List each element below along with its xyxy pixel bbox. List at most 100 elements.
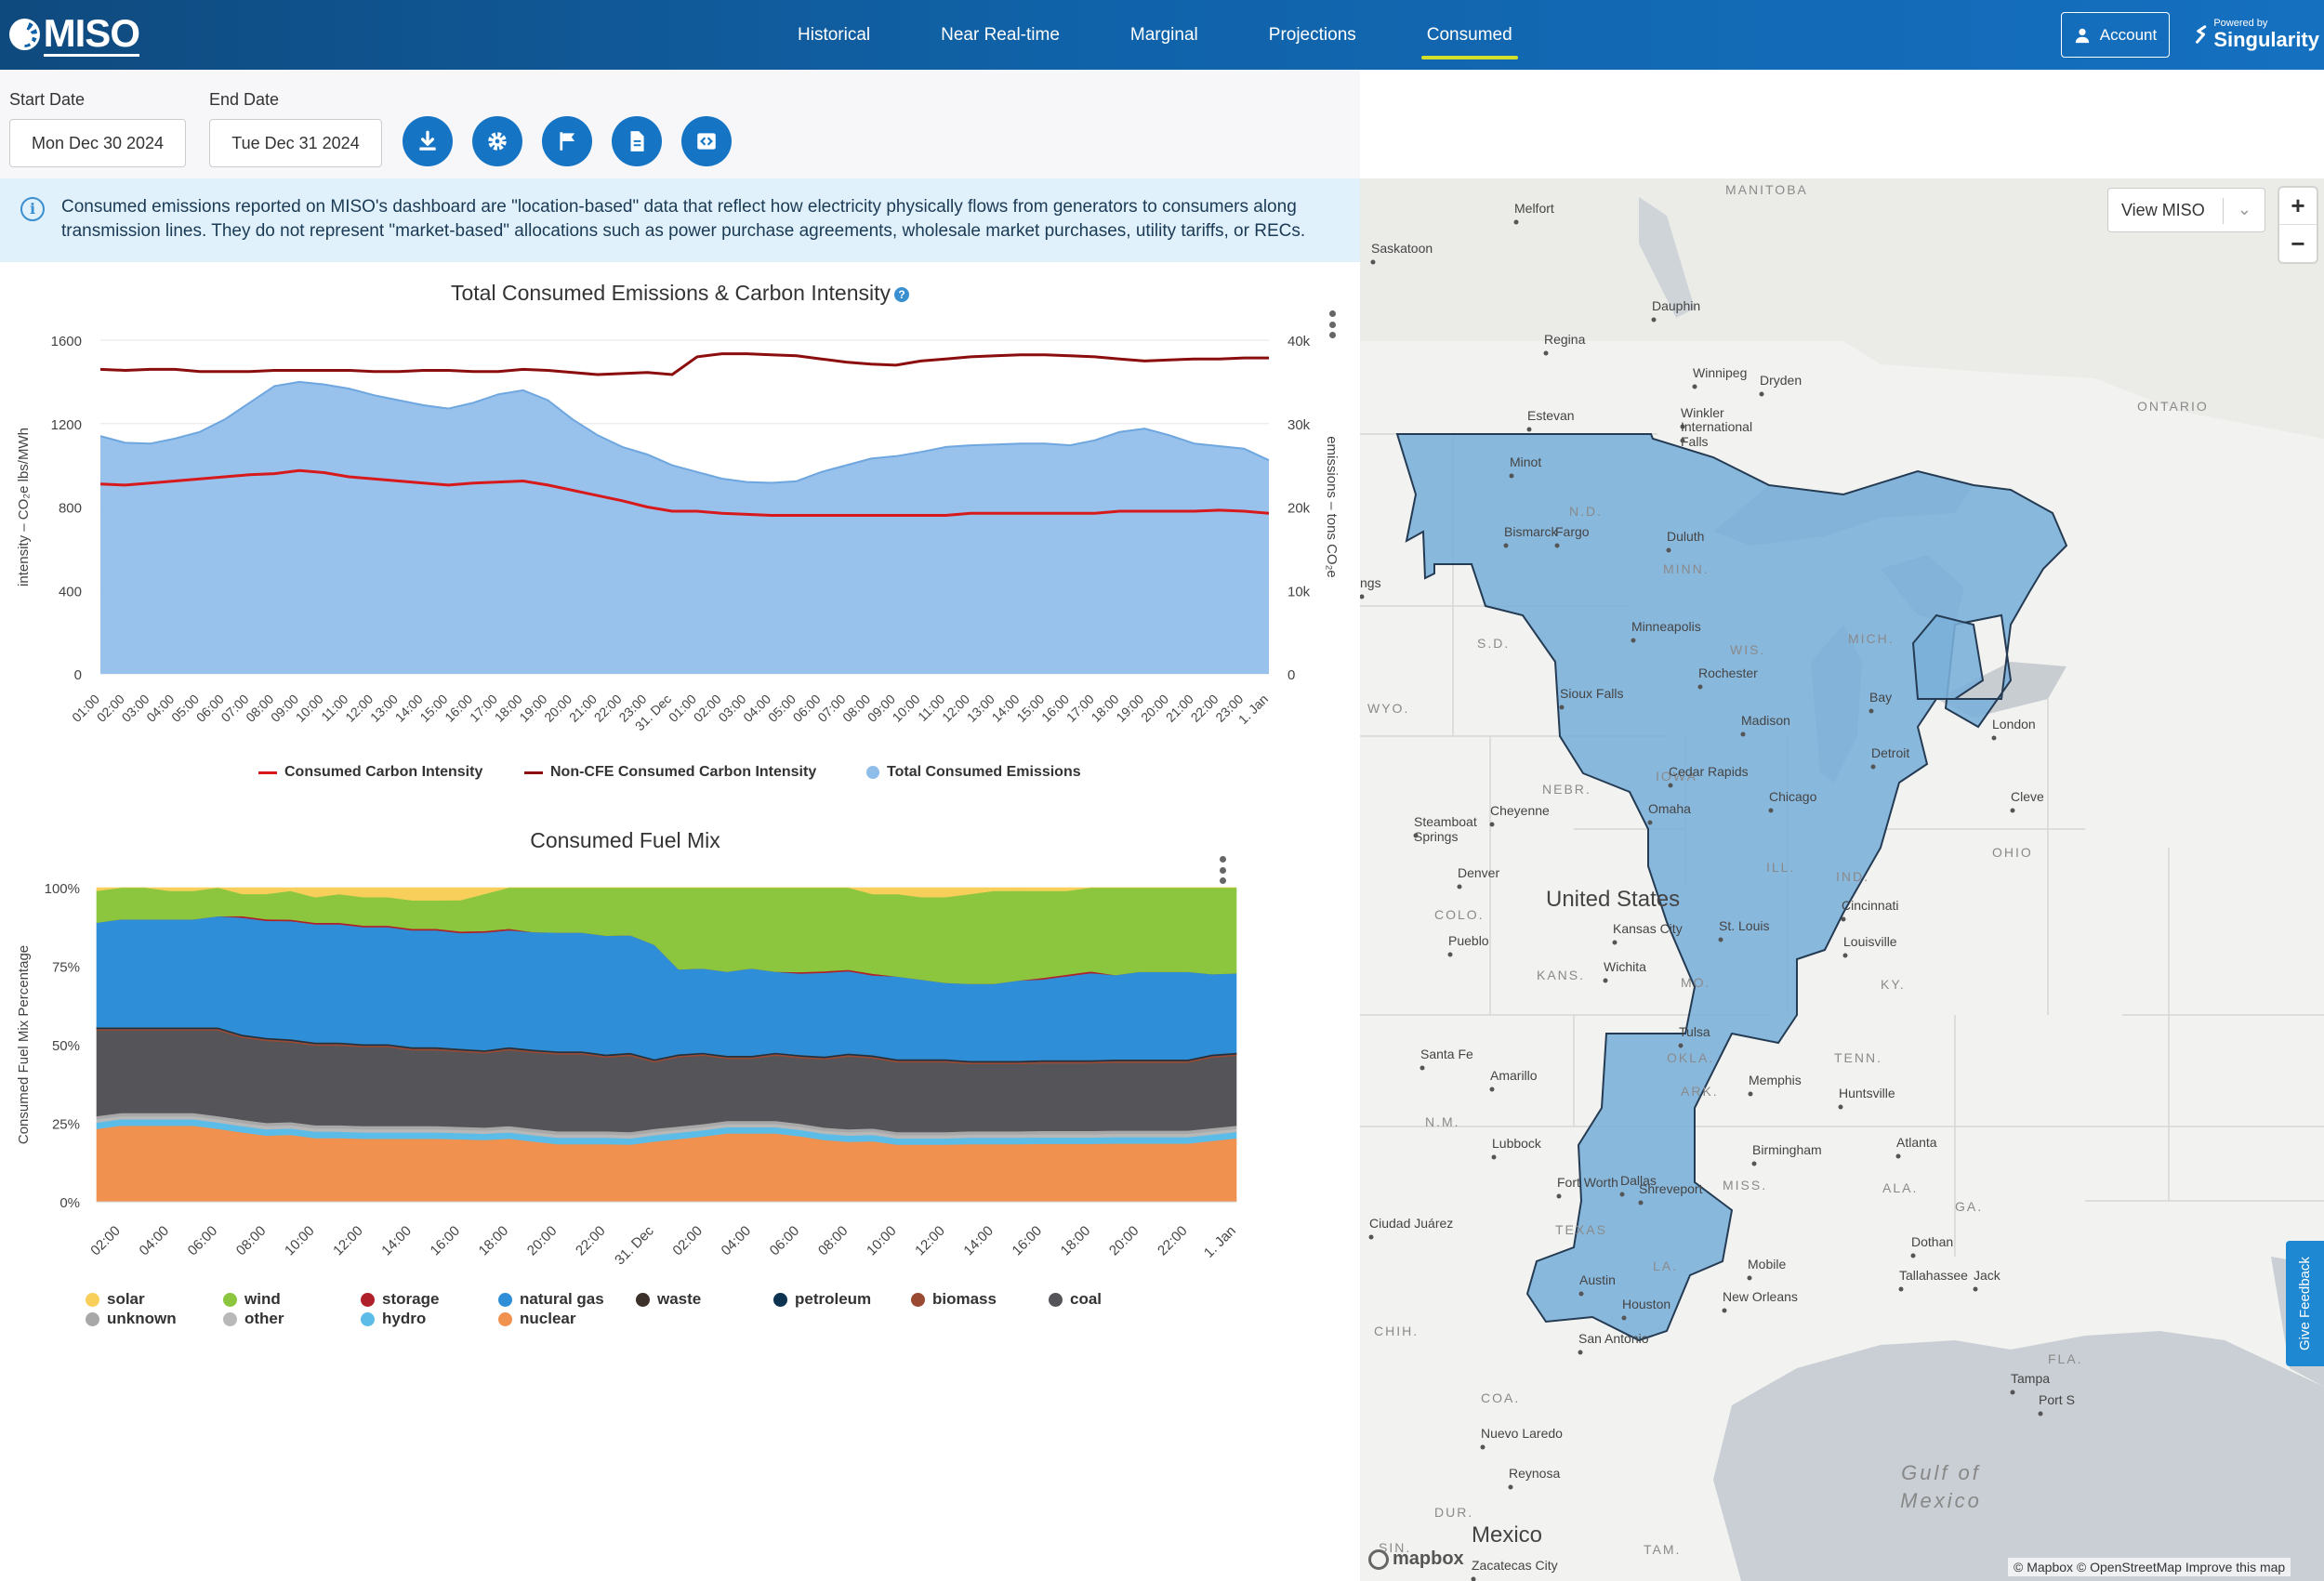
chart1-menu-dots-icon[interactable]	[1326, 310, 1339, 338]
map-label: Mobile	[1748, 1257, 1786, 1271]
start-date-input[interactable]: Mon Dec 30 2024	[9, 119, 186, 167]
city-dot	[1508, 1484, 1513, 1490]
city-dot	[1491, 1154, 1497, 1160]
legend-dot-swatch	[1049, 1292, 1063, 1307]
map-label: ONTARIO	[2137, 399, 2209, 414]
map-label: Tallahassee	[1899, 1268, 1968, 1283]
report-button[interactable]	[612, 116, 662, 166]
map-attribution[interactable]: © Mapbox © OpenStreetMap Improve this ma…	[2008, 1558, 2291, 1576]
mapbox-logo[interactable]: mapbox	[1368, 1548, 1464, 1570]
legend-item-wind[interactable]: wind	[223, 1290, 281, 1309]
legend-item-biomass[interactable]: biomass	[911, 1290, 997, 1309]
nav-consumed[interactable]: Consumed	[1392, 0, 1548, 70]
nav-historical[interactable]: Historical	[798, 24, 871, 45]
download-icon	[419, 130, 436, 151]
x-tick-label: 08:00	[815, 1223, 852, 1259]
city-dot	[1740, 731, 1746, 737]
legend-item-emissions[interactable]: Total Consumed Emissions	[866, 764, 1081, 781]
x-tick-label: 16:00	[428, 1223, 464, 1259]
map-label: GA.	[1955, 1199, 1983, 1214]
nav-projections[interactable]: Projections	[1268, 24, 1356, 45]
right-tick-label: 30k	[1287, 417, 1311, 433]
legend-item-nuclear[interactable]: nuclear	[498, 1310, 575, 1328]
legend-item-unknown[interactable]: unknown	[86, 1310, 177, 1328]
map-label: Shreveport	[1639, 1181, 1703, 1196]
x-tick-label: 16:00	[442, 692, 475, 725]
zoom-out-button[interactable]: −	[2291, 229, 2305, 257]
map-label: Fort Worth	[1557, 1175, 1618, 1190]
left-tick-label: 0	[74, 667, 82, 683]
legend-item-storage[interactable]: storage	[361, 1290, 439, 1309]
miso-michigan-polygon[interactable]	[1911, 613, 1985, 700]
map-label: KY.	[1881, 977, 1906, 992]
map-label: ALA.	[1882, 1180, 1918, 1195]
city-dot	[1680, 438, 1685, 443]
embed-button[interactable]	[681, 116, 732, 166]
x-tick-label: 31. Dec	[612, 1222, 657, 1268]
map-label: United States	[1546, 887, 1680, 912]
legend-item-waste[interactable]: waste	[636, 1290, 701, 1309]
x-tick-label: 18:00	[1058, 1223, 1094, 1259]
end-date-input[interactable]: Tue Dec 31 2024	[209, 119, 382, 167]
miso-logo[interactable]: MISO	[9, 9, 140, 59]
legend-item-other[interactable]: other	[223, 1310, 284, 1328]
account-button[interactable]: Account	[2061, 12, 2170, 58]
x-tick-label: 10:00	[890, 692, 923, 725]
x-tick-label: 21:00	[566, 692, 600, 725]
legend-item-petroleum[interactable]: petroleum	[773, 1290, 871, 1309]
city-dot	[1612, 940, 1618, 945]
download-button[interactable]	[403, 116, 453, 166]
city-dot	[1692, 384, 1697, 389]
mapbox-ring-icon	[1368, 1548, 1389, 1570]
give-feedback-button[interactable]: Give Feedback	[2286, 1241, 2324, 1366]
x-tick-label: 09:00	[865, 692, 898, 725]
city-dot	[1759, 391, 1764, 397]
right-tick-label: 10k	[1287, 584, 1311, 599]
help-icon[interactable]: ?	[894, 286, 909, 302]
series-line-noncfe[interactable]	[99, 352, 1269, 376]
start-date-label: Start Date	[9, 90, 86, 109]
city-dot	[1747, 1275, 1752, 1281]
legend-item-natural-gas[interactable]: natural gas	[498, 1290, 604, 1309]
chart2-menu-dots-icon[interactable]	[1216, 856, 1229, 884]
legend-label: hydro	[382, 1310, 427, 1327]
map-label: N.D.	[1569, 504, 1603, 519]
legend-label: natural gas	[520, 1290, 604, 1308]
legend-item-noncfe[interactable]: Non-CFE Consumed Carbon Intensity	[524, 764, 816, 781]
map-label: WYO.	[1367, 701, 1409, 716]
x-tick-label: 02:00	[87, 1223, 124, 1259]
map-label: Louisville	[1843, 934, 1897, 949]
map-label: OHIO	[1992, 845, 2033, 860]
legend-label-intensity: Consumed Carbon Intensity	[284, 764, 483, 780]
legend-item-coal[interactable]: coal	[1049, 1290, 1102, 1309]
nav-near-real-time[interactable]: Near Real-time	[941, 24, 1060, 45]
fuel-area-solar[interactable]	[96, 887, 1236, 901]
settings-button[interactable]	[472, 116, 522, 166]
map-label: Winkler	[1681, 405, 1724, 420]
city-dot	[1526, 427, 1532, 432]
main-nav: Historical Near Real-time Marginal Proje…	[762, 0, 1548, 70]
series-area-emissions[interactable]	[100, 381, 1269, 674]
city-dot	[1973, 1286, 1978, 1292]
miso-map[interactable]: MANITOBA Melfort Saskatoon Dauphin Regina Win…	[1360, 178, 2324, 1581]
legend-dot-swatch	[498, 1292, 512, 1307]
map-label: Kansas City	[1613, 921, 1683, 936]
legend-item-solar[interactable]: solar	[86, 1290, 145, 1309]
left-tick-label: 800	[59, 501, 82, 517]
legend-item-intensity[interactable]: Consumed Carbon Intensity	[258, 764, 482, 781]
legend-label: nuclear	[520, 1310, 576, 1327]
view-miso-select[interactable]: View MISO ⌄	[2107, 188, 2265, 232]
view-miso-label: View MISO	[2121, 200, 2205, 219]
legend-item-hydro[interactable]: hydro	[361, 1310, 426, 1328]
zoom-in-button[interactable]: +	[2279, 188, 2317, 225]
nav-marginal[interactable]: Marginal	[1129, 24, 1198, 45]
singularity-brand[interactable]: Powered by Singularity	[2194, 13, 2319, 56]
map-label: COA.	[1481, 1390, 1520, 1405]
map-label: Austin	[1579, 1272, 1616, 1287]
series-line-intensity[interactable]	[99, 468, 1270, 517]
city-dot	[1556, 1193, 1562, 1199]
map-canvas: MANITOBA Melfort Saskatoon Dauphin Regina Win…	[1360, 178, 2324, 1581]
flag-button[interactable]	[542, 116, 592, 166]
map-label: Duluth	[1667, 529, 1704, 544]
map-label: MO.	[1681, 975, 1710, 990]
